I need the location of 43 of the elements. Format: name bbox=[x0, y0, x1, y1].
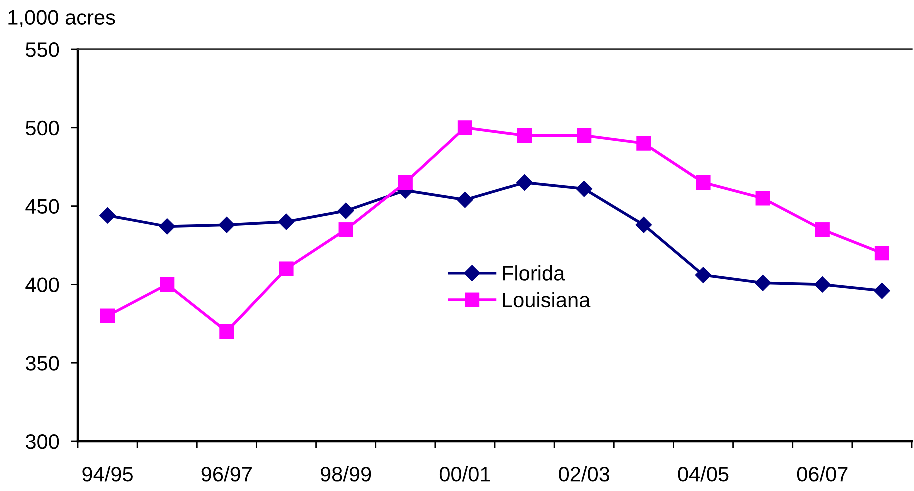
legend-label: Florida bbox=[503, 266, 566, 281]
point bbox=[160, 277, 175, 292]
y-axis-title: 1,000 acres bbox=[8, 10, 116, 28]
point bbox=[754, 274, 772, 292]
y-tick-label: 500 bbox=[26, 120, 60, 136]
point bbox=[516, 174, 534, 192]
point bbox=[696, 175, 711, 190]
point bbox=[695, 266, 712, 284]
point bbox=[218, 216, 236, 234]
x-tick-label: 94/95 bbox=[82, 466, 133, 482]
point bbox=[815, 222, 830, 238]
y-tick-label: 550 bbox=[26, 42, 60, 58]
point bbox=[159, 218, 176, 236]
point bbox=[814, 276, 831, 294]
legend-label: Louisiana bbox=[503, 292, 591, 308]
y-tick-label: 350 bbox=[26, 356, 60, 371]
x-tick-label: 04/05 bbox=[678, 466, 729, 482]
point bbox=[577, 128, 592, 144]
y-tick-label: 450 bbox=[26, 199, 60, 214]
point bbox=[756, 191, 770, 206]
point bbox=[338, 222, 354, 238]
point bbox=[636, 136, 652, 151]
point bbox=[636, 216, 652, 234]
x-tick-label: 98/99 bbox=[320, 466, 372, 482]
x-tick-label: 00/01 bbox=[440, 466, 490, 482]
y-tick-label: 300 bbox=[26, 434, 60, 450]
point bbox=[279, 262, 294, 276]
point bbox=[220, 324, 234, 340]
point bbox=[398, 175, 413, 190]
point bbox=[338, 202, 354, 220]
point bbox=[874, 282, 891, 300]
point bbox=[278, 214, 295, 230]
point bbox=[458, 120, 473, 136]
point bbox=[874, 246, 890, 261]
point bbox=[99, 207, 116, 224]
point bbox=[100, 308, 116, 324]
point bbox=[576, 180, 593, 198]
x-tick-label: 96/97 bbox=[202, 466, 252, 482]
x-tick-label: 02/03 bbox=[559, 466, 610, 482]
point bbox=[456, 192, 474, 208]
x-tick-label: 06/07 bbox=[797, 466, 848, 482]
y-tick-label: 400 bbox=[26, 278, 60, 292]
point bbox=[517, 128, 532, 144]
